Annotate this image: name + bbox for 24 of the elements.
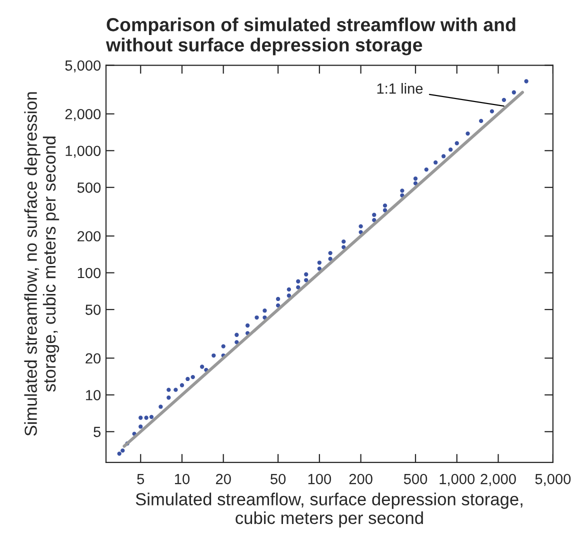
y-tick-label: 10: [86, 390, 101, 400]
x-tick-label: 5: [137, 474, 144, 484]
y-tick-label: 5: [94, 426, 101, 438]
x-tick-label: 1,000: [440, 474, 475, 486]
x-tick-label: 500: [404, 474, 428, 484]
y-tick-label: 50: [86, 304, 101, 315]
y-tick-label: 5,000: [65, 60, 101, 72]
x-tick-label: 2,000: [480, 474, 516, 486]
y-tick-label: 500: [77, 182, 101, 193]
x-tick-label: 5,000: [535, 474, 571, 486]
x-tick-label: 20: [216, 474, 231, 484]
x-tick-label: 100: [308, 474, 332, 484]
y-tick-label: 20: [86, 353, 101, 364]
y-axis-title: Simulated streamflow, no surface depression storage, cubic meters per second: [24, 92, 60, 436]
annotation: 1:1 line: [377, 83, 423, 94]
x-axis-title: Simulated streamflow, surface depression storage, cubic meters per second: [136, 492, 522, 528]
x-tick-label: 50: [270, 474, 286, 484]
x-tick-label: 200: [349, 474, 372, 484]
chart-title: Comparison of simulated streamflow with and without surface depression storage: [106, 18, 516, 56]
y-tick-label: 2,000: [65, 108, 101, 122]
y-tick-label: 1,000: [66, 146, 101, 158]
y-tick-label: 200: [78, 231, 101, 242]
y-tick-label: 100: [78, 268, 101, 278]
x-tick-label: 10: [174, 474, 190, 484]
